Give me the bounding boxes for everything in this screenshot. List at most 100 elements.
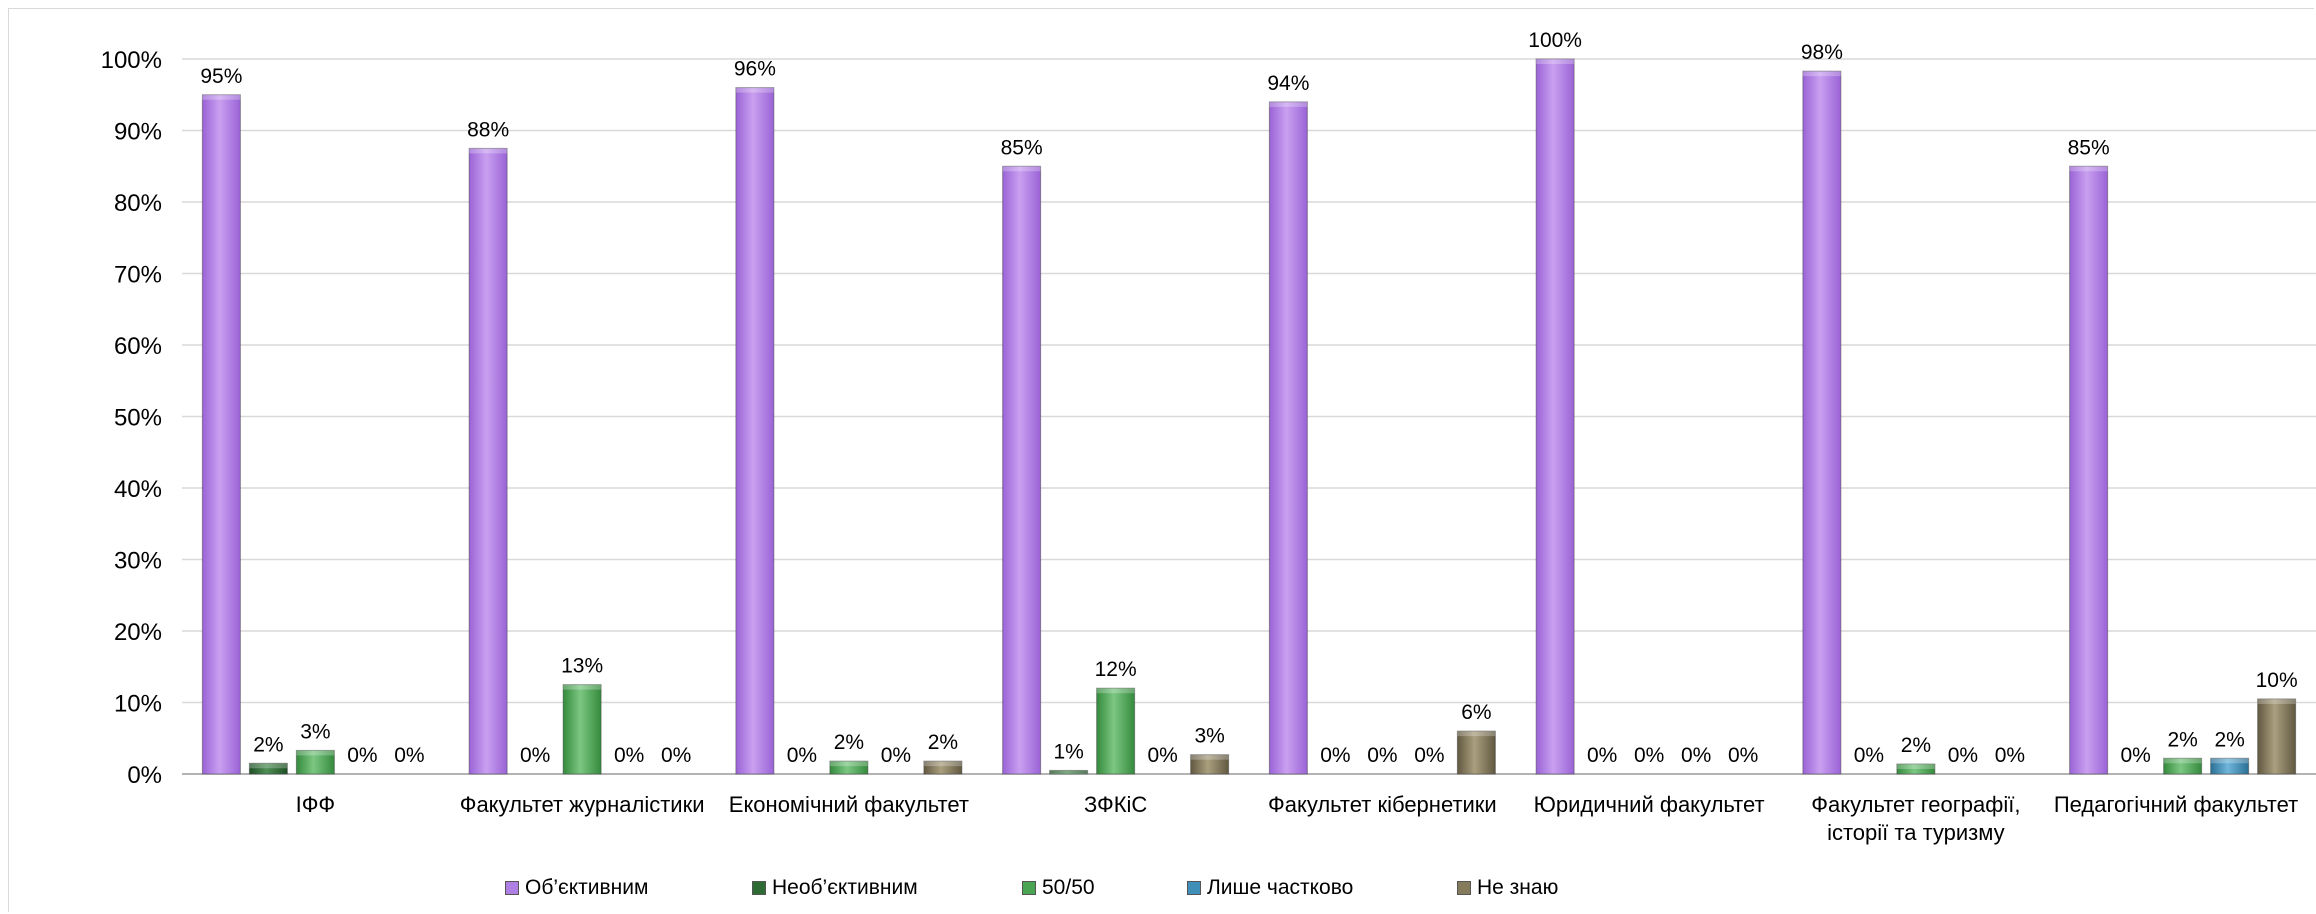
data-label: 0% xyxy=(661,744,691,767)
legend-label: Не знаю xyxy=(1477,876,1559,899)
bar xyxy=(248,762,288,775)
legend-swatch xyxy=(1022,881,1036,895)
bar-bevel xyxy=(923,761,962,767)
data-labels: 95% 2% 3% 0% 0% 88% 0% 13% 0% 0% 96% 0% 2% 0% 2% 85% 1% 1… xyxy=(200,29,2297,767)
legend-item: Лише частково xyxy=(1187,876,1353,900)
bar-bevel xyxy=(735,87,774,93)
y-tick-label: 60% xyxy=(114,333,162,360)
data-label: 0% xyxy=(1681,744,1711,767)
data-label: 94% xyxy=(1267,72,1309,95)
data-label: 85% xyxy=(1001,136,1043,159)
category-label: Юридичний факультет xyxy=(1534,792,1765,817)
data-label: 3% xyxy=(1194,725,1224,748)
bar-bevel xyxy=(296,750,335,756)
bar xyxy=(2257,698,2297,775)
bar xyxy=(1190,754,1230,775)
data-label: 2% xyxy=(1901,734,1931,757)
legend-swatch xyxy=(505,881,519,895)
bar-bevel xyxy=(2210,758,2249,764)
chart-frame xyxy=(8,8,2314,912)
legend-swatch xyxy=(752,881,766,895)
data-label: 6% xyxy=(1461,701,1491,724)
bar-bevel xyxy=(1269,101,1308,107)
legend: Об’єктивним Необ’єктивним 50/50 Лише частко… xyxy=(0,872,2316,908)
y-tick-label: 30% xyxy=(114,548,162,575)
y-tick-label: 40% xyxy=(114,476,162,503)
bar xyxy=(2069,165,2109,775)
data-label: 1% xyxy=(1053,740,1083,763)
y-tick-label: 70% xyxy=(114,262,162,289)
category-label: Педагогічний факультет xyxy=(2054,792,2298,817)
data-label: 0% xyxy=(1948,744,1978,767)
y-tick-label: 20% xyxy=(114,619,162,646)
category-label: історії та туризму xyxy=(1827,820,2005,845)
data-label: 2% xyxy=(928,731,958,754)
legend-item: Не знаю xyxy=(1457,876,1558,900)
bar-bevel xyxy=(829,761,868,767)
bar-bevel xyxy=(249,763,288,769)
y-tick-label: 90% xyxy=(114,119,162,146)
legend-swatch xyxy=(1187,881,1201,895)
bar xyxy=(1535,58,1575,775)
category-labels: ІФФ Факультет журналістики Економічний фак… xyxy=(296,792,2299,845)
data-label: 100% xyxy=(1528,29,1582,52)
data-label: 0% xyxy=(520,744,550,767)
data-label: 0% xyxy=(1320,744,1350,767)
bar-bevel xyxy=(1457,731,1496,737)
bar xyxy=(735,87,775,775)
data-label: 96% xyxy=(734,58,776,81)
bar xyxy=(923,760,963,775)
bar xyxy=(295,749,335,775)
data-label: 98% xyxy=(1801,41,1843,64)
category-label: Факультет географії, xyxy=(1811,792,2020,817)
bar-bevel xyxy=(2069,166,2108,172)
category-label: ЗФКіС xyxy=(1084,792,1147,817)
data-label: 0% xyxy=(1367,744,1397,767)
data-label: 0% xyxy=(347,744,377,767)
bar xyxy=(1049,769,1089,775)
legend-swatch xyxy=(1457,881,1471,895)
bar-bevel xyxy=(1536,59,1575,64)
bar xyxy=(1456,730,1496,775)
data-label: 88% xyxy=(467,118,509,141)
data-label: 0% xyxy=(1634,744,1664,767)
bar xyxy=(2210,757,2250,775)
bar xyxy=(1896,763,1936,775)
bar xyxy=(1802,70,1842,775)
legend-item: Необ’єктивним xyxy=(752,876,918,900)
data-label: 0% xyxy=(2120,744,2150,767)
bar-bevel xyxy=(1049,770,1088,774)
bar-bevel xyxy=(469,148,508,154)
bar xyxy=(1002,165,1042,775)
bar xyxy=(468,147,508,775)
data-label: 2% xyxy=(834,731,864,754)
bar-chart: 0% 10% 20% 30% 40% 50% 60% 70% 80% 90% 100% 95% 2% 3… xyxy=(101,29,2316,845)
data-label: 0% xyxy=(1728,744,1758,767)
data-label: 0% xyxy=(1854,744,1884,767)
bars xyxy=(201,58,2297,775)
bar-bevel xyxy=(202,94,241,100)
data-label: 0% xyxy=(1147,744,1177,767)
y-tick-label: 0% xyxy=(127,762,162,789)
y-tick-label: 50% xyxy=(114,405,162,432)
data-label: 0% xyxy=(881,744,911,767)
category-label: Економічний факультет xyxy=(729,792,969,817)
bar-bevel xyxy=(2257,698,2296,704)
legend-label: Лише частково xyxy=(1207,876,1354,899)
data-label: 2% xyxy=(2214,728,2244,751)
data-label: 0% xyxy=(1414,744,1444,767)
data-label: 0% xyxy=(1995,744,2025,767)
data-label: 2% xyxy=(2167,728,2197,751)
bar xyxy=(2163,757,2203,775)
data-label: 85% xyxy=(2068,136,2110,159)
bar xyxy=(1268,101,1308,775)
category-label: Факультет журналістики xyxy=(460,792,705,817)
bar-bevel xyxy=(563,684,602,690)
bar-bevel xyxy=(1002,166,1041,172)
data-label: 95% xyxy=(200,65,242,88)
category-label: Факультет кібернетики xyxy=(1268,792,1497,817)
bar-bevel xyxy=(1190,754,1229,760)
data-label: 0% xyxy=(787,744,817,767)
gridlines xyxy=(182,58,2316,775)
legend-item: 50/50 xyxy=(1022,876,1095,900)
